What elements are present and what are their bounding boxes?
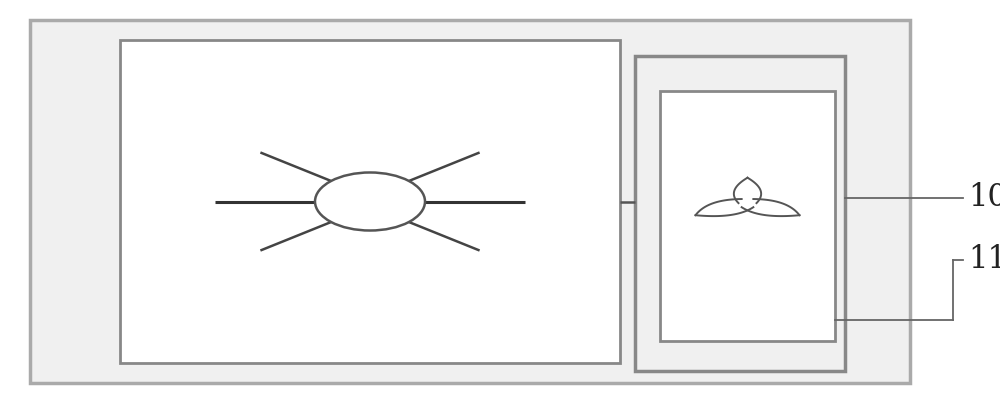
Bar [635,56,845,371]
Bar [30,20,910,383]
Text: 11: 11 [968,245,1000,275]
Bar [120,40,620,363]
Text: 10: 10 [968,183,1000,213]
Bar [660,91,835,341]
Ellipse shape [315,172,425,231]
